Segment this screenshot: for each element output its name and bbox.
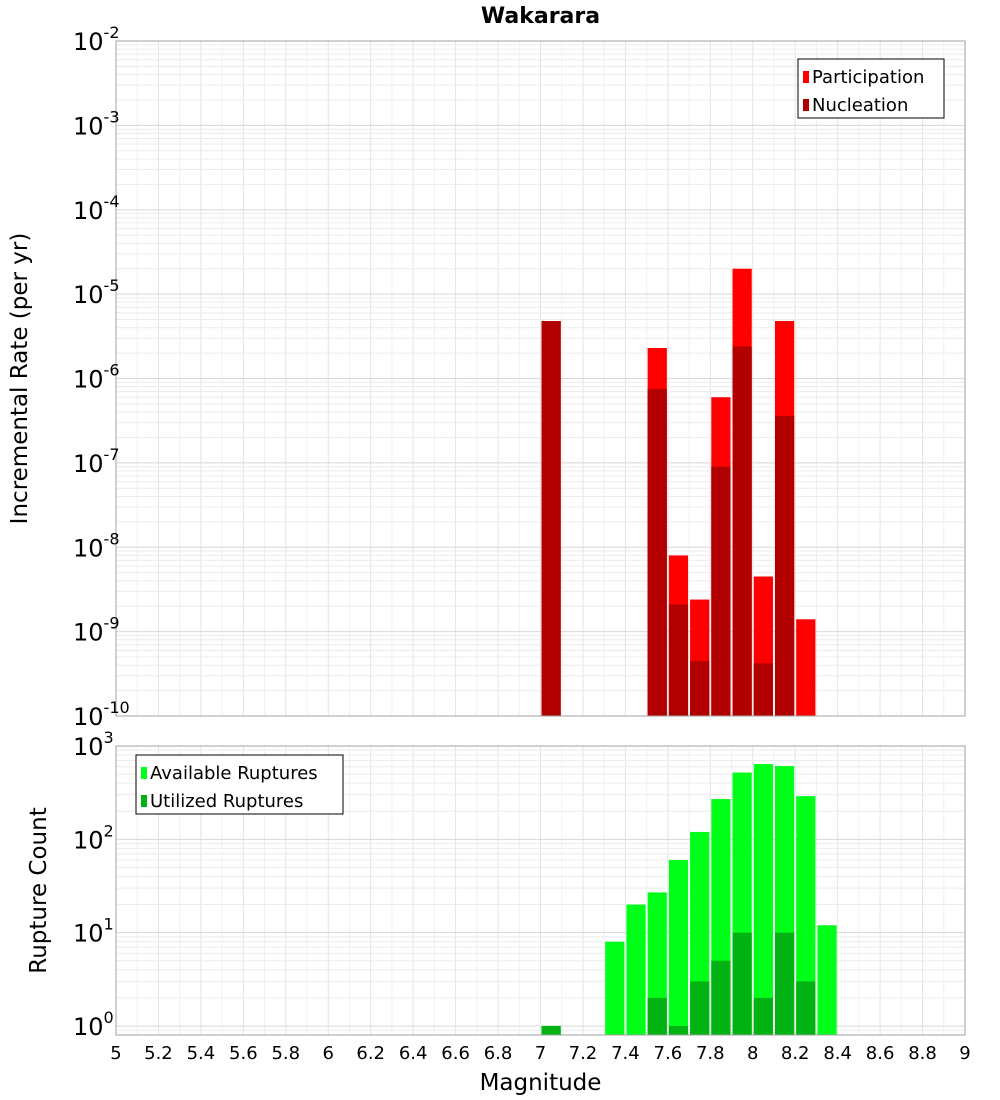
rate-legend-swatch	[803, 99, 809, 111]
x-tick-label: 6.6	[441, 1043, 470, 1064]
count-plot-frame	[115, 745, 966, 1036]
x-axis-label: Magnitude	[480, 1070, 602, 1096]
chart-title: Wakarara	[481, 4, 600, 29]
count-bar-available-ruptures	[668, 860, 689, 1035]
x-tick-label: 8	[747, 1043, 758, 1064]
count-bar-available-ruptures	[796, 796, 816, 1035]
rate-legend-label: Participation	[812, 67, 924, 88]
rate-legend-box	[797, 58, 945, 119]
rate-y-tick-label: 10-9	[73, 614, 120, 647]
x-tick-label: 7.2	[569, 1043, 598, 1064]
rate-y-tick-label: 10-5	[73, 276, 120, 309]
count-bar-utilized-ruptures	[753, 997, 773, 1035]
rate-bar-nucleation	[647, 389, 667, 716]
count-y-tick-label: 102	[73, 821, 114, 854]
count-panel: 100 101 102 103 Rupture Count 5 5.2 5.4 5.6 5.8 6 6…	[26, 728, 971, 1064]
count-bar-utilized-ruptures	[668, 1025, 689, 1035]
x-tick-label: 5.8	[271, 1043, 300, 1064]
x-tick-label: 7.4	[611, 1043, 640, 1064]
x-tick-label: 5.2	[144, 1043, 173, 1064]
count-bar-utilized-ruptures	[796, 981, 816, 1035]
x-tick-label: 5.4	[187, 1043, 216, 1064]
rate-y-tick-label: 10-4	[73, 192, 120, 225]
x-tick-label: 7	[535, 1043, 546, 1064]
rate-legend-swatch	[803, 71, 809, 83]
rate-y-tick-label: 10-2	[73, 23, 120, 56]
count-y-tick-label: 103	[73, 728, 114, 761]
rate-bar-nucleation	[774, 415, 795, 716]
count-bar-utilized-ruptures	[732, 932, 752, 1035]
count-legend-label: Available Ruptures	[150, 763, 318, 784]
x-tick-label: 8.2	[781, 1043, 810, 1064]
count-legend-box	[135, 754, 344, 815]
count-y-axis-label: Rupture Count	[26, 807, 52, 973]
rate-bar-nucleation	[668, 604, 689, 716]
count-bar-available-ruptures	[753, 764, 773, 1035]
rate-bar-nucleation	[541, 321, 561, 716]
rate-y-tick-label: 10-10	[73, 698, 130, 731]
count-bar-available-ruptures	[605, 941, 625, 1035]
x-tick-label: 6.2	[356, 1043, 385, 1064]
count-bar-available-ruptures	[817, 925, 837, 1035]
count-legend-swatch	[141, 795, 147, 807]
rate-bar-participation	[796, 619, 816, 716]
count-y-tick-label: 101	[73, 915, 114, 948]
rate-y-tick-label: 10-8	[73, 529, 120, 562]
count-bar-utilized-ruptures	[774, 932, 795, 1035]
x-tick-label: 9	[959, 1043, 970, 1064]
count-bar-utilized-ruptures	[690, 981, 710, 1035]
x-tick-label: 6.8	[484, 1043, 513, 1064]
rate-bar-nucleation	[690, 660, 710, 716]
count-y-tick-label: 100	[73, 1008, 114, 1041]
x-tick-label: 7.8	[696, 1043, 725, 1064]
x-tick-label: 8.4	[823, 1043, 852, 1064]
rate-y-axis-label: Incremental Rate (per yr)	[7, 233, 33, 525]
rate-plot-frame	[115, 40, 966, 717]
rate-y-tick-label: 10-3	[73, 107, 120, 140]
x-tick-label: 8.8	[908, 1043, 937, 1064]
x-tick-label: 6	[323, 1043, 334, 1064]
rate-bar-nucleation	[753, 663, 773, 716]
count-legend-swatch	[141, 767, 147, 779]
x-tick-label: 6.4	[399, 1043, 428, 1064]
rate-panel: 10-10 10-9 10-8 10-7 10-6 10-5 10-4 10-3 10-2 Inc…	[7, 23, 966, 731]
count-bar-utilized-ruptures	[711, 960, 731, 1035]
x-tick-label: 7.6	[654, 1043, 683, 1064]
x-tick-label: 5.6	[229, 1043, 258, 1064]
rate-bar-nucleation	[711, 466, 731, 716]
rate-legend-label: Nucleation	[812, 95, 908, 116]
rate-y-tick-label: 10-7	[73, 445, 120, 478]
rate-bar-nucleation	[732, 346, 752, 716]
count-bar-utilized-ruptures	[541, 1025, 561, 1035]
x-tick-label: 8.6	[866, 1043, 895, 1064]
count-legend-label: Utilized Ruptures	[150, 791, 303, 812]
count-bar-utilized-ruptures	[647, 997, 667, 1035]
rate-y-tick-label: 10-6	[73, 361, 120, 394]
x-tick-label: 5	[110, 1043, 121, 1064]
count-bar-available-ruptures	[626, 904, 646, 1035]
